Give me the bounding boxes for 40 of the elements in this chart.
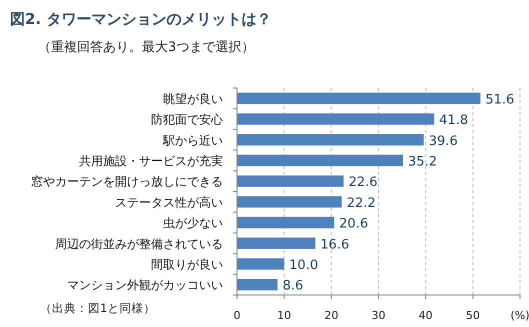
chart-title: 図2. タワーマンションのメリットは？ bbox=[10, 10, 272, 28]
data-label: 10.0 bbox=[289, 258, 318, 273]
bar bbox=[237, 92, 480, 104]
y-tick-label: 防犯面で安心 bbox=[151, 112, 223, 127]
y-tick-label: 窓やカーテンを開けっ放しにできる bbox=[31, 174, 223, 189]
x-tick-label: 40 bbox=[418, 309, 433, 322]
data-label: 16.6 bbox=[320, 237, 350, 252]
x-tick-label: 50 bbox=[466, 309, 480, 322]
data-label: 35.2 bbox=[408, 154, 437, 170]
y-tick-label: 共用施設・サービスが充実 bbox=[79, 154, 223, 168]
data-label: 8.6 bbox=[282, 278, 304, 294]
bar bbox=[237, 258, 284, 270]
bar bbox=[237, 216, 334, 228]
y-tick-label: 眺望が良い bbox=[163, 92, 223, 106]
x-tick-label: 20 bbox=[324, 309, 338, 322]
y-tick-label: 間取りが良い bbox=[151, 257, 223, 272]
x-tick-label: 0 bbox=[234, 309, 240, 322]
x-tick-label: 30 bbox=[372, 309, 386, 322]
y-tick-label: 駅から近い bbox=[162, 133, 223, 148]
data-label: 20.6 bbox=[339, 216, 368, 232]
y-tick-label: マンション外観がカッコいい bbox=[67, 278, 223, 292]
y-tick-label: ステータス性が高い bbox=[115, 195, 223, 210]
text: （出典：図1と同様） bbox=[40, 301, 156, 315]
y-tick-label: 周辺の街並みが整備されている bbox=[55, 236, 223, 251]
x-tick-label: 10 bbox=[277, 309, 292, 322]
data-label: 22.2 bbox=[346, 196, 376, 211]
bar bbox=[237, 278, 278, 290]
data-label: 39.6 bbox=[428, 134, 458, 149]
x-tick-label: (%) bbox=[510, 309, 529, 322]
data-label: 22.6 bbox=[348, 175, 378, 190]
bar bbox=[237, 238, 316, 249]
bar bbox=[237, 134, 424, 146]
y-tick-label: 虫が少ない bbox=[163, 216, 223, 230]
bar bbox=[237, 113, 434, 125]
bar bbox=[237, 175, 344, 187]
data-label: 51.6 bbox=[485, 92, 514, 108]
chart-subtitle: （重複回答あり。最大3つまで選択） bbox=[38, 40, 254, 55]
bar bbox=[237, 196, 342, 208]
bar bbox=[237, 154, 404, 166]
data-label: 41.8 bbox=[439, 113, 468, 128]
